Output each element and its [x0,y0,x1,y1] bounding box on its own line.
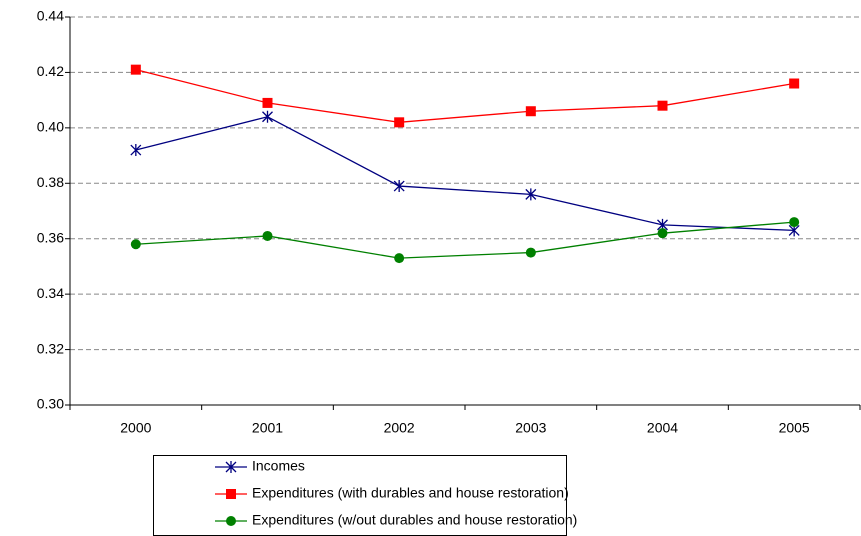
x-tick-label: 2004 [647,420,678,436]
marker [393,180,405,193]
y-tick-label: 0.34 [37,285,64,301]
marker [789,78,800,89]
marker [130,64,141,75]
marker [525,188,537,201]
y-tick-label: 0.30 [37,396,64,412]
y-tick-label: 0.40 [37,119,64,135]
y-tick-label: 0.36 [37,229,64,245]
marker [525,247,536,258]
marker [394,253,405,264]
x-tick-label: 2005 [779,420,810,436]
y-tick-label: 0.44 [37,8,64,24]
legend-label: Expenditures (w/out durables and house r… [252,512,577,528]
marker [657,100,668,111]
marker [657,228,668,239]
legend-box [153,455,567,536]
legend-label: Expenditures (with durables and house re… [252,485,569,501]
marker [394,117,405,128]
marker [226,489,236,499]
marker [226,516,236,526]
x-tick-label: 2000 [120,420,151,436]
marker [130,239,141,250]
marker [262,230,273,241]
y-tick-label: 0.38 [37,174,64,190]
marker [525,106,536,117]
legend-label: Incomes [252,458,305,474]
series-line [135,116,795,232]
x-tick-label: 2002 [384,420,415,436]
marker [789,217,800,228]
x-tick-label: 2001 [252,420,283,436]
marker [130,144,142,157]
y-tick-label: 0.42 [37,63,64,79]
series-line [135,221,795,259]
series-line [135,69,795,123]
y-tick-label: 0.32 [37,340,64,356]
marker [262,97,273,108]
marker [262,110,273,123]
x-tick-label: 2003 [515,420,546,436]
marker [225,461,237,473]
